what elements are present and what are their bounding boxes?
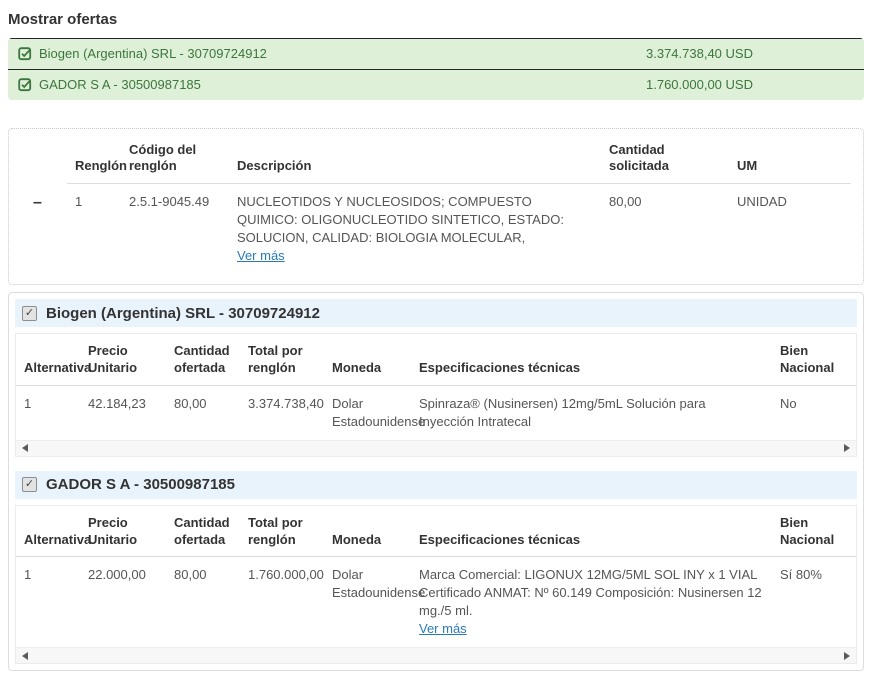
supplier-section-header-biogen: Biogen (Argentina) SRL - 30709724912: [15, 299, 857, 328]
column-header-alternativa: Alternativa: [16, 505, 91, 558]
column-header-cantidad-ofertada: Cantidad ofertada: [166, 505, 240, 558]
column-header-moneda: Moneda: [324, 334, 411, 386]
suppliers-panel: Biogen (Argentina) SRL - 30709724912 Alt…: [8, 292, 864, 672]
supplier-table-gador: Alternativa Precio Unitario Cantidad ofe…: [16, 505, 856, 648]
supplier-table-wrap-biogen: Alternativa Precio Unitario Cantidad ofe…: [15, 333, 857, 457]
cell-bien-nacional: No: [780, 395, 797, 411]
column-header-alternativa: Alternativa: [16, 334, 91, 386]
cell-total-renglon: 1.760.000,00: [248, 567, 324, 583]
cell-total-renglon: 3.374.738,40: [248, 395, 324, 411]
supplier-checkbox[interactable]: [22, 477, 37, 493]
scroll-left-icon[interactable]: [22, 651, 28, 660]
collapse-toggle-icon[interactable]: –: [33, 193, 42, 211]
column-header-precio-unitario: Precio Unitario: [80, 334, 166, 386]
cell-especificaciones: Spinraza® (Nusinersen) 12mg/5mL Solución…: [419, 395, 706, 429]
column-header-cantidad-ofertada: Cantidad ofertada: [166, 334, 240, 386]
cell-alternativa: 1: [24, 567, 32, 583]
check-square-icon: [18, 77, 32, 92]
supplier-title: GADOR S A - 30500987185: [46, 476, 235, 494]
column-header-total-renglon: Total por renglón: [240, 505, 324, 558]
horizontal-scrollbar[interactable]: [16, 439, 856, 456]
scroll-right-icon[interactable]: [844, 444, 850, 453]
toggle-column-header: [21, 133, 67, 184]
offer-row-gador[interactable]: GADOR S A - 30500987185 1.760.000,00 USD: [8, 68, 864, 100]
cell-moneda: Dolar Estadounidense: [332, 567, 426, 601]
column-header-total-renglon: Total por renglón: [240, 334, 324, 386]
column-header-moneda: Moneda: [324, 505, 411, 558]
supplier-section-header-gador: GADOR S A - 30500987185: [15, 470, 857, 499]
cell-cantidad: 80,00: [609, 194, 642, 210]
offer-name-wrap: GADOR S A - 30500987185: [18, 77, 646, 92]
cell-renglon: 1: [75, 194, 83, 210]
cell-precio-unitario: 42.184,23: [88, 395, 146, 411]
line-item-row: – 1 2.5.1-9045.49 NUCLEOTIDOS Y NUCLEOSI…: [21, 184, 851, 274]
column-header-especificaciones: Especificaciones técnicas: [411, 505, 772, 558]
column-header-renglon: Renglón: [67, 132, 127, 185]
offers-summary: Biogen (Argentina) SRL - 30709724912 3.3…: [8, 37, 864, 100]
supplier-table-wrap-gador: Alternativa Precio Unitario Cantidad ofe…: [15, 504, 857, 665]
horizontal-scrollbar[interactable]: [16, 647, 856, 664]
column-header-bien-nacional: Bien Nacional: [772, 505, 856, 558]
supplier-table-biogen: Alternativa Precio Unitario Cantidad ofe…: [16, 334, 856, 440]
cell-bien-nacional: Sí 80%: [780, 567, 822, 583]
cell-alternativa: 1: [24, 395, 32, 411]
check-square-icon: [18, 46, 32, 61]
line-items-table: Renglón Código del renglón Descripción C…: [21, 132, 851, 275]
column-header-precio-unitario: Precio Unitario: [80, 505, 166, 558]
column-header-especificaciones: Especificaciones técnicas: [411, 334, 772, 386]
cell-descripcion: NUCLEOTIDOS Y NUCLEOSIDOS; COMPUESTO QUI…: [237, 194, 564, 264]
column-header-bien-nacional: Bien Nacional: [772, 334, 856, 386]
ver-mas-link[interactable]: Ver más: [419, 621, 467, 637]
cell-cantidad-ofertada: 80,00: [174, 395, 207, 411]
offer-amount: 3.374.738,40 USD: [646, 46, 753, 61]
offer-label: Biogen (Argentina) SRL - 30709724912: [39, 46, 267, 61]
cell-cantidad-ofertada: 80,00: [174, 567, 207, 583]
offer-detail-row: 1 22.000,00 80,00 1.760.000,00 Dolar Est…: [16, 557, 856, 647]
cell-especificaciones: Marca Comercial: LIGONUX 12MG/5ML SOL IN…: [419, 567, 762, 637]
page-title: Mostrar ofertas: [8, 11, 118, 28]
scroll-left-icon[interactable]: [22, 444, 28, 453]
column-header-um: UM: [729, 132, 851, 185]
scroll-right-icon[interactable]: [844, 651, 850, 660]
cell-codigo: 2.5.1-9045.49: [129, 194, 210, 210]
line-items-panel: Renglón Código del renglón Descripción C…: [8, 127, 864, 286]
column-header-codigo: Código del renglón: [121, 132, 229, 185]
offer-name-wrap: Biogen (Argentina) SRL - 30709724912: [18, 46, 646, 61]
cell-precio-unitario: 22.000,00: [88, 567, 146, 583]
supplier-title: Biogen (Argentina) SRL - 30709724912: [46, 304, 320, 322]
offer-row-biogen[interactable]: Biogen (Argentina) SRL - 30709724912 3.3…: [8, 37, 864, 69]
column-header-descripcion: Descripción: [229, 132, 601, 185]
cell-moneda: Dolar Estadounidense: [332, 395, 426, 429]
supplier-checkbox[interactable]: [22, 305, 37, 321]
column-header-cantidad: Cantidad solicitada: [601, 132, 729, 185]
offer-label: GADOR S A - 30500987185: [39, 77, 201, 92]
cell-um: UNIDAD: [737, 194, 787, 210]
ver-mas-link[interactable]: Ver más: [237, 248, 285, 264]
offer-detail-row: 1 42.184,23 80,00 3.374.738,40 Dolar Est…: [16, 385, 856, 439]
offer-amount: 1.760.000,00 USD: [646, 77, 753, 92]
